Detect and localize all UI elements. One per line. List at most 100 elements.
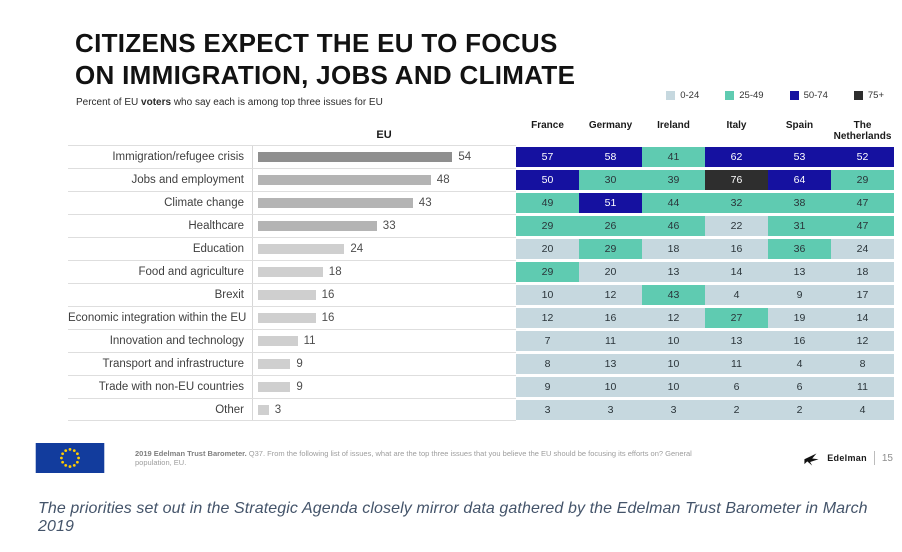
- eu-bar-area: 18: [252, 261, 516, 283]
- heatmap-cell: 10: [642, 376, 705, 397]
- legend-label: 0-24: [680, 90, 700, 101]
- eu-value: 11: [303, 335, 316, 347]
- heatmap-cell: 10: [642, 330, 705, 351]
- legend-label: 50-74: [803, 90, 828, 101]
- page-number: 15: [881, 452, 893, 464]
- heatmap-legend: 0-24 25-49 50-74 75+: [666, 90, 884, 101]
- heatmap-cell: 49: [516, 192, 579, 213]
- heatmap-cell: 8: [831, 353, 894, 374]
- row-cells: 10 12 43 4 9 17: [516, 283, 894, 306]
- row-cells: 57 58 41 62 53 52: [516, 145, 894, 168]
- source-note: 2019 Edelman Trust Barometer. Q37. From …: [135, 449, 720, 467]
- eu-bar-area: 9: [252, 376, 516, 398]
- table-row: Education 24 20 29 18 16 36 24: [68, 237, 894, 260]
- eu-bar: [258, 382, 291, 392]
- column-header: Germany: [588, 119, 633, 131]
- legend-swatch: [853, 91, 863, 100]
- legend-swatch: [789, 91, 799, 100]
- annotation-caption: The priorities set out in the Strategic …: [38, 500, 868, 535]
- row-left: Healthcare 33: [68, 214, 516, 237]
- heatmap-cell: 29: [516, 261, 579, 282]
- eu-bar-area: 16: [252, 307, 516, 329]
- eu-bar-area: 3: [252, 399, 516, 420]
- eu-value: 54: [458, 151, 472, 163]
- heatmap-cell: 4: [705, 284, 768, 305]
- heatmap-cell: 76: [705, 169, 768, 190]
- eu-flag-icon: [35, 443, 105, 473]
- brand-group: Edelman 15: [803, 450, 893, 467]
- eu-value: 43: [418, 197, 432, 209]
- column-header: Ireland: [657, 119, 690, 131]
- table-row: Jobs and employment 48 50 30 39 76 64 29: [68, 168, 894, 191]
- heatmap-cell: 16: [579, 307, 642, 328]
- source-note-bold: 2019 Edelman Trust Barometer.: [135, 449, 247, 458]
- row-left: Immigration/refugee crisis 54: [68, 145, 516, 168]
- eu-bar: [258, 175, 431, 185]
- table-row: Innovation and technology 11 7 11 10 13 16 12: [68, 329, 894, 352]
- heatmap-cell: 20: [579, 261, 642, 282]
- row-label: Healthcare: [188, 220, 244, 232]
- heatmap-cell: 64: [768, 169, 831, 190]
- heatmap-cell: 22: [705, 215, 768, 236]
- heatmap-cell: 58: [579, 146, 642, 167]
- heatmap-cell: 11: [831, 376, 894, 397]
- eu-bar-area: 9: [252, 353, 516, 375]
- eu-bar: [258, 244, 345, 254]
- eu-bar: [258, 313, 316, 323]
- title-line-1: CITIZENS EXPECT THE EU TO FOCUS: [75, 28, 558, 58]
- eu-bar: [258, 267, 323, 277]
- table-body: Immigration/refugee crisis 54 57 58 41 62 53 52…: [68, 145, 894, 421]
- heatmap-cell: 27: [705, 307, 768, 328]
- legend-item: 50-74: [789, 90, 828, 101]
- legend-label: 25-49: [739, 90, 764, 101]
- subtitle-post: who say each is among top three issues f…: [171, 97, 383, 108]
- column-header: The Netherlands: [833, 119, 892, 142]
- row-label: Food and agriculture: [138, 266, 244, 278]
- heatmap-cell: 50: [516, 169, 579, 190]
- row-label: Trade with non-EU countries: [98, 381, 244, 393]
- eu-value: 16: [321, 312, 335, 324]
- heatmap-cell: 57: [516, 146, 579, 167]
- heatmap-cell: 29: [579, 238, 642, 259]
- heatmap-cell: 11: [579, 330, 642, 351]
- row-left: Other 3: [68, 398, 516, 421]
- eu-bar-area: 48: [252, 169, 516, 191]
- footer: 2019 Edelman Trust Barometer. Q37. From …: [35, 443, 893, 473]
- heatmap-cell: 8: [516, 353, 579, 374]
- eu-value: 16: [321, 289, 335, 301]
- legend-item: 0-24: [666, 90, 699, 101]
- eu-bar: [258, 336, 298, 346]
- eu-bar-area: 33: [252, 215, 516, 237]
- heatmap-cell: 9: [768, 284, 831, 305]
- heatmap-cell: 52: [831, 146, 894, 167]
- subtitle-pre: Percent of EU: [76, 97, 142, 108]
- heatmap-cell: 4: [768, 353, 831, 374]
- eu-value: 24: [350, 243, 364, 255]
- eu-bar-area: 24: [252, 238, 516, 260]
- table-row: Transport and infrastructure 9 8 13 10 11 4 8: [68, 352, 894, 375]
- heatmap-cell: 18: [831, 261, 894, 282]
- table-row: Other 3 3 3 3 2 2 4: [68, 398, 894, 421]
- heatmap-cell: 38: [768, 192, 831, 213]
- title-line-2: ON IMMIGRATION, JOBS AND CLIMATE: [75, 59, 576, 90]
- heatmap-cell: 11: [705, 353, 768, 374]
- eu-bar: [258, 198, 413, 208]
- row-cells: 20 29 18 16 36 24: [516, 237, 894, 260]
- heatmap-cell: 13: [705, 330, 768, 351]
- heatmap-cell: 20: [516, 238, 579, 259]
- legend-item: 75+: [853, 90, 884, 101]
- heatmap-cell: 16: [705, 238, 768, 259]
- edelman-logo-icon: [804, 453, 819, 466]
- table-row: Food and agriculture 18 29 20 13 14 13 18: [68, 260, 894, 283]
- subtitle: Percent of EU voters who say each is amo…: [76, 97, 383, 108]
- row-left: Transport and infrastructure 9: [68, 352, 516, 375]
- row-label: Climate change: [164, 197, 244, 209]
- heatmap-cell: 24: [831, 238, 894, 259]
- row-left: Education 24: [68, 237, 516, 260]
- row-label: Brexit: [214, 289, 244, 301]
- eu-value: 3: [274, 403, 282, 416]
- heatmap-cell: 12: [831, 330, 894, 351]
- table-row: Immigration/refugee crisis 54 57 58 41 62 53 52: [68, 145, 894, 168]
- table-row: Trade with non-EU countries 9 9 10 10 6 6 11: [68, 375, 894, 398]
- brand-name: Edelman: [827, 453, 867, 463]
